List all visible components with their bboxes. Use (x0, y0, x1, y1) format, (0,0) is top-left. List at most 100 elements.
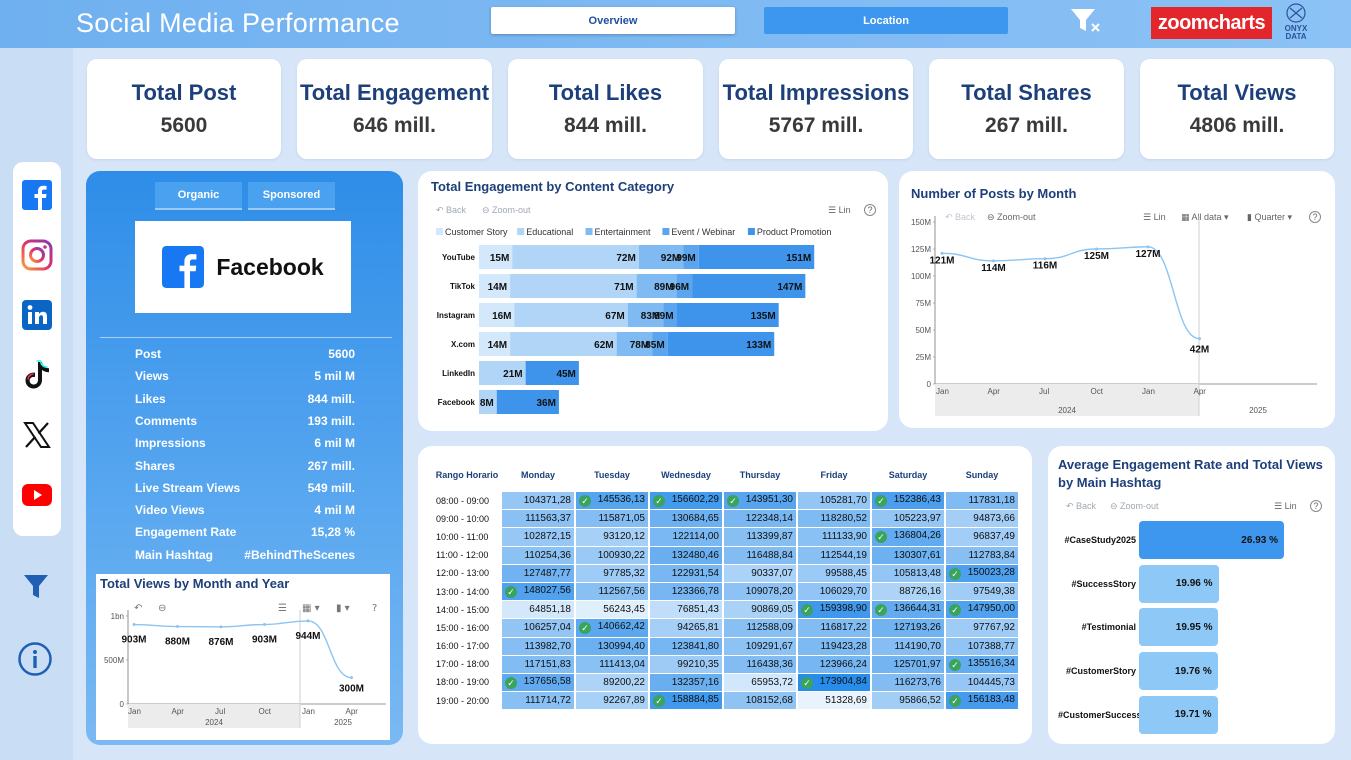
column-header[interactable]: Monday (520, 470, 555, 480)
table-cell[interactable]: ✓ 158884,85 (650, 692, 722, 710)
table-cell[interactable]: 109291,67 (724, 637, 796, 655)
bar-segment[interactable] (512, 245, 639, 269)
table-cell[interactable]: 111563,37 (502, 510, 574, 528)
legend-label[interactable]: Product Promotion (757, 227, 832, 237)
table-cell[interactable]: 94265,81 (650, 619, 722, 637)
table-cell[interactable]: 97767,92 (946, 619, 1018, 637)
zoom-out-button[interactable]: ⊖ Zoom-out (1110, 501, 1159, 511)
table-cell[interactable]: 113982,70 (502, 637, 574, 655)
tab-sponsored[interactable]: Sponsored (248, 182, 335, 210)
table-cell[interactable]: 97549,38 (946, 582, 1018, 601)
youtube-icon[interactable] (19, 477, 55, 513)
table-cell[interactable]: ✓ 136804,26 (872, 528, 944, 546)
table-cell[interactable]: 107388,77 (946, 637, 1018, 655)
table-cell[interactable]: 99588,45 (798, 564, 870, 582)
facebook-icon[interactable] (19, 177, 55, 213)
table-cell[interactable]: 108152,68 (724, 692, 796, 710)
table-cell[interactable]: 112544,19 (798, 546, 870, 564)
x-icon[interactable] (19, 417, 55, 453)
table-cell[interactable]: 123966,24 (798, 655, 870, 673)
table-cell[interactable]: 130684,65 (650, 510, 722, 528)
series-line[interactable] (941, 246, 1200, 340)
table-cell[interactable]: 104445,73 (946, 673, 1018, 692)
bar-segment[interactable] (510, 332, 617, 356)
nav-location-button[interactable]: Location (764, 7, 1008, 34)
table-cell[interactable]: 94873,66 (946, 510, 1018, 528)
table-cell[interactable]: ✓ 135516,34 (946, 655, 1018, 673)
table-cell[interactable]: 112783,84 (946, 546, 1018, 564)
bar-segment[interactable] (479, 303, 515, 327)
hashtag-bar[interactable]: 26.93 % (1139, 521, 1284, 559)
table-cell[interactable]: 95866,52 (872, 692, 944, 710)
table-cell[interactable]: 90869,05 (724, 601, 796, 619)
bar-segment[interactable] (616, 332, 653, 356)
table-cell[interactable]: 102872,15 (502, 528, 574, 546)
table-cell[interactable]: 127193,26 (872, 619, 944, 637)
table-cell[interactable]: ✓ 152386,43 (872, 492, 944, 510)
table-cell[interactable]: 112588,09 (724, 619, 796, 637)
bar-segment[interactable] (663, 303, 677, 327)
lin-toggle[interactable]: ☰ Lin (1143, 212, 1166, 222)
table-cell[interactable]: 125701,97 (872, 655, 944, 673)
bar-segment[interactable] (514, 303, 628, 327)
table-cell[interactable]: 105281,70 (798, 492, 870, 510)
table-cell[interactable]: 116817,22 (798, 619, 870, 637)
table-cell[interactable]: 127487,77 (502, 564, 574, 582)
table-cell[interactable]: 111133,90 (798, 528, 870, 546)
table-cell[interactable]: 130307,61 (872, 546, 944, 564)
quarter-dropdown[interactable]: ▮ Quarter ▾ (1247, 212, 1292, 222)
all-data-dropdown[interactable]: ▦ All data ▾ (1181, 212, 1229, 222)
back-button[interactable]: ↶ Back (1066, 501, 1097, 511)
help-icon[interactable]: ? (864, 204, 876, 216)
table-cell[interactable]: 99210,35 (650, 655, 722, 673)
table-cell[interactable]: 97785,32 (576, 564, 648, 582)
data-point[interactable] (1146, 245, 1150, 249)
bar-segment[interactable] (479, 332, 511, 356)
bar-segment[interactable] (479, 274, 511, 298)
bar-segment[interactable] (676, 303, 779, 327)
hashtag-bar[interactable]: 19.76 % (1139, 652, 1218, 691)
table-cell[interactable]: 100930,22 (576, 546, 648, 564)
table-cell[interactable]: ✓ 140662,42 (576, 619, 648, 637)
table-cell[interactable]: 122114,00 (650, 528, 722, 546)
table-cell[interactable]: 132357,16 (650, 673, 722, 692)
data-point[interactable] (176, 625, 179, 629)
legend-label[interactable]: Entertainment (595, 227, 652, 237)
table-cell[interactable]: 116438,36 (724, 655, 796, 673)
toolbar-icon[interactable]: ▮ ▾ (336, 603, 350, 614)
table-cell[interactable]: 96837,49 (946, 528, 1018, 546)
column-header[interactable]: Friday (820, 470, 848, 480)
bar-segment[interactable] (479, 361, 526, 385)
bar-segment[interactable] (652, 332, 668, 356)
table-cell[interactable]: ✓ 173904,84 (798, 673, 870, 692)
table-cell[interactable]: ✓ 159398,90 (798, 601, 870, 619)
table-cell[interactable]: 56243,45 (576, 601, 648, 619)
toolbar-icon[interactable]: ↶ (134, 603, 142, 614)
table-cell[interactable]: 122348,14 (724, 510, 796, 528)
table-cell[interactable]: ✓ 136644,31 (872, 601, 944, 619)
data-point[interactable] (306, 619, 310, 623)
table-cell[interactable]: 105813,48 (872, 564, 944, 582)
bar-segment[interactable] (698, 245, 815, 269)
table-cell[interactable]: ✓ 143951,30 (724, 492, 796, 510)
table-cell[interactable]: ✓ 148027,56 (502, 582, 574, 601)
bar-segment[interactable] (683, 245, 699, 269)
table-cell[interactable]: 118280,52 (798, 510, 870, 528)
column-header[interactable]: Sunday (965, 470, 999, 480)
table-cell[interactable]: 117151,83 (502, 655, 574, 673)
table-cell[interactable]: 116273,76 (872, 673, 944, 692)
bar-segment[interactable] (636, 274, 677, 298)
table-cell[interactable]: 105223,97 (872, 510, 944, 528)
data-point[interactable] (350, 676, 353, 680)
filter-icon[interactable] (20, 570, 52, 602)
table-cell[interactable]: ✓ 156602,29 (650, 492, 722, 510)
table-cell[interactable]: 109078,20 (724, 582, 796, 601)
table-cell[interactable]: 112567,56 (576, 582, 648, 601)
bar-segment[interactable] (496, 390, 559, 414)
legend-label[interactable]: Customer Story (445, 227, 508, 237)
bar-segment[interactable] (692, 274, 806, 298)
linkedin-icon[interactable] (19, 297, 55, 333)
table-cell[interactable]: 111714,72 (502, 692, 574, 710)
column-header[interactable]: Tuesday (594, 470, 630, 480)
data-point[interactable] (132, 623, 136, 627)
